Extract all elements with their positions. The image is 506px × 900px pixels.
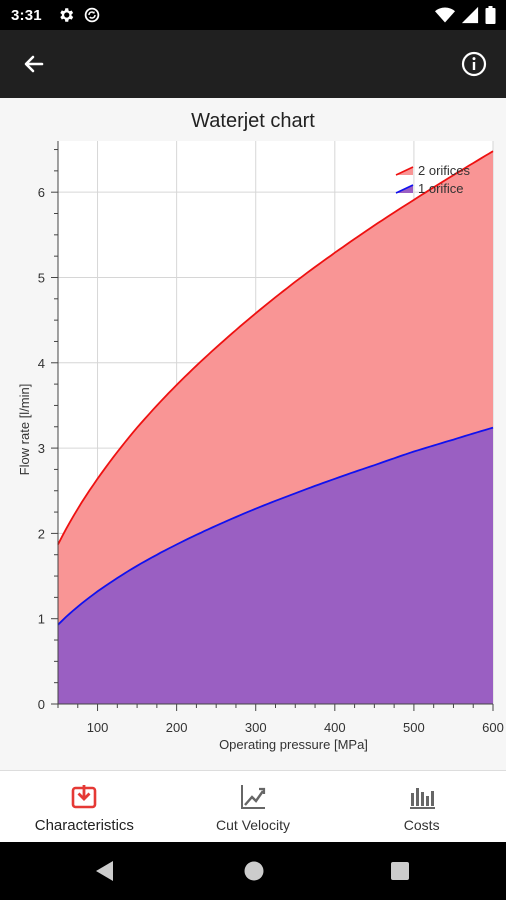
- x-tick-label: 300: [245, 720, 267, 735]
- recents-square-icon[interactable]: [390, 861, 410, 881]
- y-tick-label: 4: [38, 356, 45, 371]
- series-line-0: [57, 150, 494, 545]
- nav-item-cut-velocity[interactable]: Cut Velocity: [169, 771, 338, 843]
- back-button[interactable]: [14, 44, 54, 84]
- info-circle-icon: [461, 51, 487, 77]
- x-tick-label: 600: [482, 720, 504, 735]
- app-bar: [0, 30, 506, 98]
- y-tick-label: 2: [38, 526, 45, 541]
- wifi-icon: [435, 7, 455, 23]
- x-tick-label: 400: [324, 720, 346, 735]
- legend-swatch-line: [395, 184, 414, 194]
- y-tick-label: 6: [38, 185, 45, 200]
- x-tick-label: 500: [403, 720, 425, 735]
- trend-chart-icon: [241, 785, 266, 809]
- nav-item-characteristics[interactable]: Characteristics: [0, 771, 169, 843]
- x-axis-label: Operating pressure [MPa]: [219, 737, 368, 752]
- status-left-icons: [57, 6, 101, 24]
- download-box-icon: [72, 785, 97, 809]
- waterjet-chart: 100 200 300 400 500 600 0 1 2 3 4 5 6 Operating press…: [17, 141, 504, 752]
- status-right-icons: [435, 6, 496, 24]
- status-bar: 3:31: [0, 0, 506, 30]
- gear-icon: [60, 8, 74, 22]
- battery-icon: [485, 6, 496, 24]
- status-time: 3:31: [11, 7, 42, 24]
- y-tick-label: 3: [38, 441, 45, 456]
- system-nav-bar: [0, 842, 506, 900]
- home-circle-icon[interactable]: [243, 860, 265, 882]
- x-tick-label: 200: [166, 720, 188, 735]
- nav-label: Characteristics: [34, 817, 134, 834]
- signal-icon: [461, 6, 479, 24]
- y-tick-label: 5: [38, 270, 45, 285]
- series-line-1: [57, 426, 494, 626]
- nav-item-costs[interactable]: Costs: [337, 771, 506, 843]
- sync-icon: [84, 7, 100, 23]
- y-tick-label: 1: [38, 612, 45, 627]
- info-button[interactable]: [454, 44, 494, 84]
- legend-label: 2 orifices: [418, 163, 471, 178]
- legend-swatch-line: [395, 166, 414, 176]
- chart-area: Waterjet chart 100 200 300 400 500 600 0 1 2 3 4 5 6…: [0, 98, 506, 770]
- series-area-1: [58, 427, 493, 704]
- bar-chart-icon: [409, 788, 435, 809]
- x-tick-label: 100: [87, 720, 109, 735]
- y-tick-label: 0: [38, 697, 45, 712]
- bottom-nav: Characteristics Cut Velocity Costs: [0, 770, 506, 843]
- y-axis-label: Flow rate [l/min]: [17, 384, 32, 476]
- arrow-left-icon: [24, 55, 44, 73]
- back-triangle-icon[interactable]: [94, 860, 114, 882]
- chart-title: Waterjet chart: [191, 110, 315, 132]
- nav-label: Costs: [403, 817, 440, 833]
- legend-label: 1 orifice: [418, 181, 464, 196]
- nav-label: Cut Velocity: [216, 817, 290, 833]
